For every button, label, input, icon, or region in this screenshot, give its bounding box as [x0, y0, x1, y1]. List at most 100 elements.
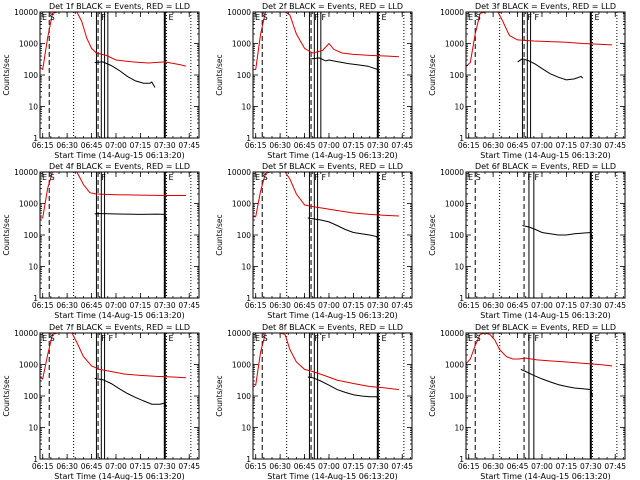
- y-tick-label: 100: [237, 71, 252, 80]
- corner-label: E: [594, 13, 599, 22]
- y-tick-label: 10: [28, 424, 38, 433]
- x-tick-label: 07:45: [178, 301, 200, 310]
- y-tick-label: 100: [450, 231, 465, 240]
- x-tick-label: 06:15: [245, 141, 267, 150]
- events-series-line: [94, 61, 156, 88]
- corner-label: E S: [255, 334, 268, 343]
- y-tick-label: 10000: [227, 8, 251, 17]
- x-tick-label: 07:00: [318, 462, 340, 471]
- x-tick-label: 06:45: [81, 462, 103, 471]
- x-tick-label: 07:45: [604, 141, 626, 150]
- y-tick-label: 1000: [445, 361, 464, 370]
- corner-label: E S: [42, 13, 55, 22]
- y-axis-label: Counts/sec: [428, 375, 437, 416]
- corner-label: F F: [101, 334, 113, 343]
- y-tick-label: 100: [450, 392, 465, 401]
- lld-series-line: [253, 333, 400, 391]
- corner-label: F F: [314, 173, 326, 182]
- corner-label: F F: [314, 334, 326, 343]
- y-tick-label: 1000: [19, 40, 38, 49]
- y-tick-label: 100: [450, 71, 465, 80]
- x-axis-label: Start Time (14-Aug-15 06:13:20): [54, 151, 185, 160]
- chart-panel: Det 6f BLACK = Events, RED = LLD E S F F E 1…: [428, 162, 626, 320]
- x-tick-label: 07:45: [391, 301, 413, 310]
- y-tick-label: 10: [454, 103, 464, 112]
- corner-label: E: [594, 173, 599, 182]
- x-tick-label: 07:30: [580, 141, 602, 150]
- corner-label: E S: [255, 173, 268, 182]
- y-tick-label: 10: [241, 424, 251, 433]
- plot-frame: [465, 11, 626, 139]
- corner-label: F F: [314, 13, 326, 22]
- y-tick-label: 10: [241, 263, 251, 272]
- x-tick-label: 07:15: [130, 462, 152, 471]
- panel-title: Det 9f BLACK = Events, RED = LLD: [475, 323, 616, 332]
- x-tick-label: 06:45: [294, 141, 316, 150]
- x-tick-label: 07:30: [367, 141, 389, 150]
- y-tick-label: 10000: [440, 8, 464, 17]
- x-tick-label: 06:30: [482, 301, 504, 310]
- chart-panel: Det 3f BLACK = Events, RED = LLD E S F F E 1…: [428, 2, 626, 160]
- y-tick-label: 1: [459, 455, 464, 464]
- x-tick-label: 07:15: [556, 141, 578, 150]
- plot-frame: [39, 332, 200, 460]
- x-axis-label: Start Time (14-Aug-15 06:13:20): [480, 472, 611, 480]
- panel-title: Det 4f BLACK = Events, RED = LLD: [49, 162, 190, 171]
- x-tick-label: 06:30: [56, 301, 78, 310]
- x-axis-label: Start Time (14-Aug-15 06:13:20): [267, 472, 398, 480]
- x-tick-label: 07:45: [604, 301, 626, 310]
- panel-title: Det 2f BLACK = Events, RED = LLD: [262, 2, 403, 11]
- plot-frame: [252, 11, 413, 139]
- corner-label: E: [381, 13, 386, 22]
- panel-title: Det 1f BLACK = Events, RED = LLD: [49, 2, 190, 11]
- y-tick-label: 1: [246, 455, 251, 464]
- y-tick-label: 1: [33, 294, 38, 303]
- x-tick-label: 07:30: [154, 462, 176, 471]
- x-tick-label: 06:30: [56, 462, 78, 471]
- x-tick-label: 06:15: [458, 462, 480, 471]
- y-axis-label: Counts/sec: [215, 375, 224, 416]
- chart-panel: Det 9f BLACK = Events, RED = LLD E S F F E 1…: [428, 323, 626, 480]
- events-series-line: [94, 378, 167, 408]
- corner-label: E S: [468, 173, 481, 182]
- events-series-line: [309, 57, 380, 73]
- corner-label: F F: [527, 173, 539, 182]
- corner-label: F F: [527, 334, 539, 343]
- x-tick-label: 07:00: [531, 301, 553, 310]
- y-tick-label: 10: [454, 263, 464, 272]
- x-tick-label: 07:30: [154, 301, 176, 310]
- y-axis-label: Counts/sec: [428, 54, 437, 95]
- plot-frame: [252, 171, 413, 299]
- y-tick-label: 1000: [232, 361, 251, 370]
- y-tick-label: 1000: [232, 40, 251, 49]
- corner-label: E S: [468, 13, 481, 22]
- y-tick-label: 1: [459, 294, 464, 303]
- corner-label: E: [381, 334, 386, 343]
- corner-label: F F: [527, 13, 539, 22]
- x-tick-label: 06:45: [507, 141, 529, 150]
- events-series-line: [522, 225, 593, 239]
- y-tick-label: 100: [237, 392, 252, 401]
- plot-frame: [465, 332, 626, 460]
- y-tick-label: 10000: [227, 168, 251, 177]
- corner-label: F: [101, 13, 106, 22]
- y-tick-label: 10000: [14, 168, 38, 177]
- x-tick-label: 06:30: [482, 462, 504, 471]
- lld-series-line: [253, 12, 400, 70]
- y-axis-label: Counts/sec: [2, 214, 11, 255]
- x-tick-label: 06:15: [32, 462, 54, 471]
- x-axis-label: Start Time (14-Aug-15 06:13:20): [480, 151, 611, 160]
- y-tick-label: 1: [33, 134, 38, 143]
- y-axis-label: Counts/sec: [2, 54, 11, 95]
- x-tick-label: 06:15: [245, 301, 267, 310]
- corner-label: E: [168, 334, 173, 343]
- lld-series-line: [466, 333, 613, 367]
- corner-label: E S: [42, 173, 55, 182]
- x-axis-label: Start Time (14-Aug-15 06:13:20): [480, 311, 611, 320]
- x-tick-label: 07:00: [318, 141, 340, 150]
- events-series-line: [94, 212, 167, 221]
- y-tick-label: 1000: [445, 200, 464, 209]
- events-series-line: [517, 58, 584, 81]
- y-tick-label: 100: [24, 231, 39, 240]
- x-tick-label: 06:15: [32, 301, 54, 310]
